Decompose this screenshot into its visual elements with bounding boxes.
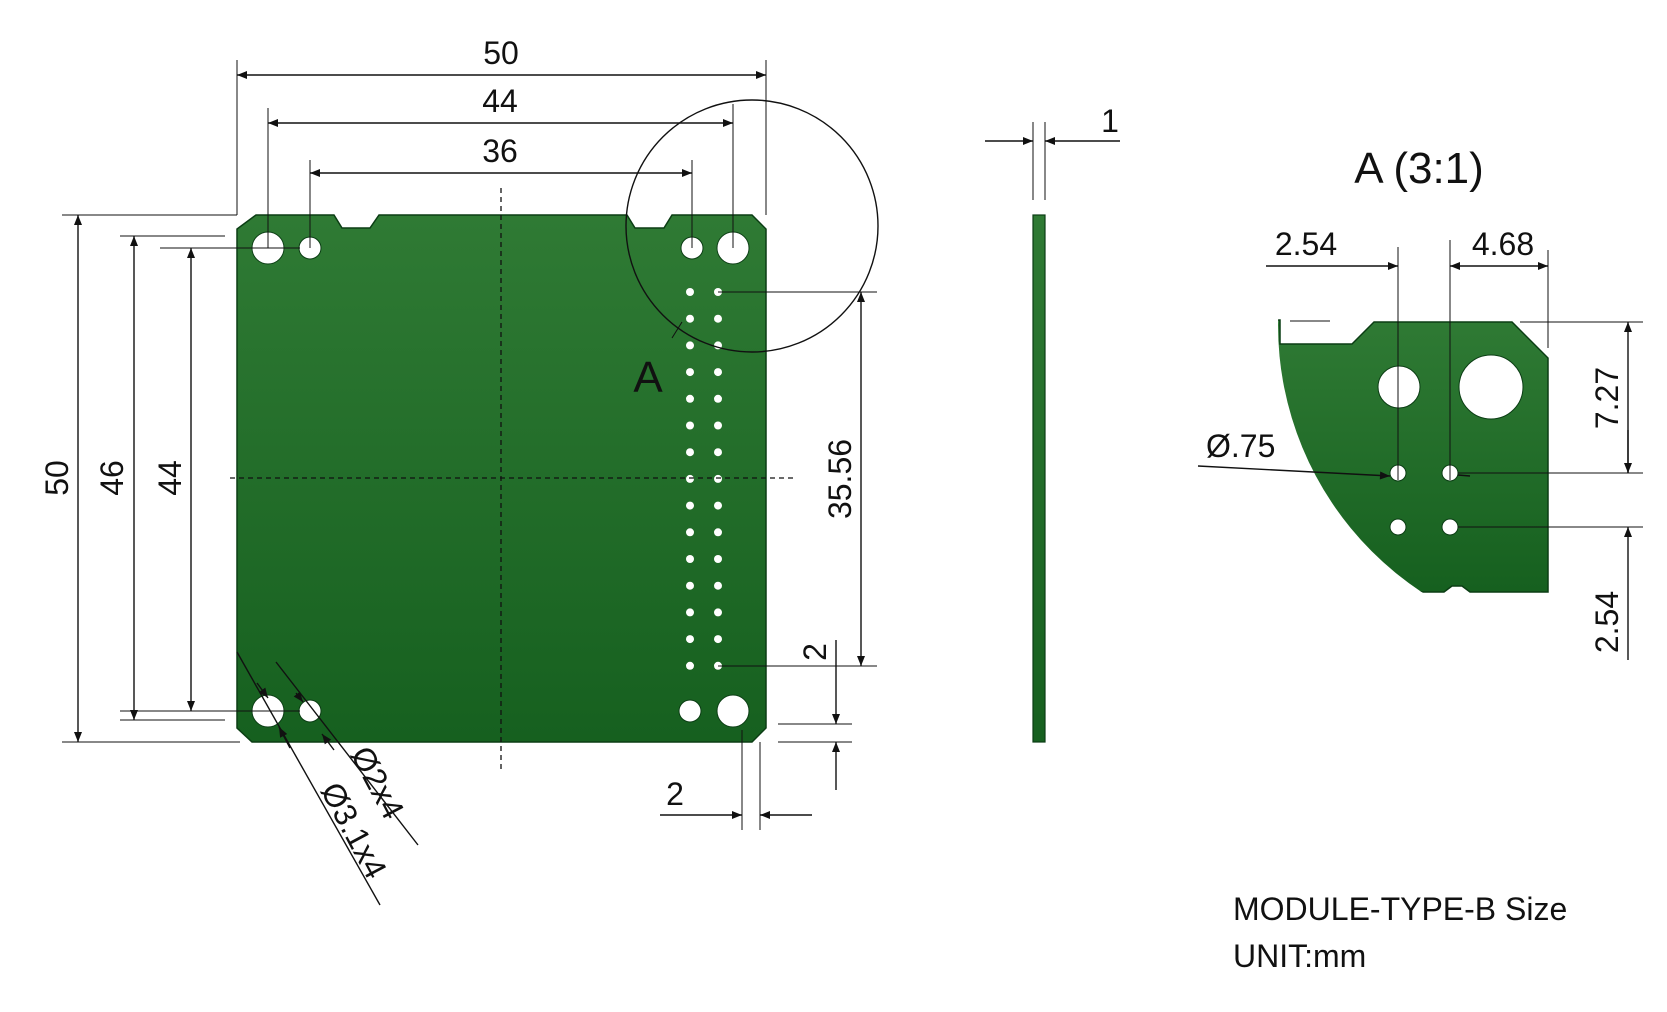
pin-hole [714, 608, 722, 617]
pin-hole [714, 528, 722, 537]
detail-holes [1377, 354, 1524, 536]
pin-hole [714, 394, 722, 403]
pin-hole [686, 501, 694, 510]
dim-7-27: 7.27 [1589, 367, 1625, 429]
dim-2-vertical: 2 [797, 643, 833, 661]
dim-width-50: 50 [483, 35, 519, 71]
dim-46: 46 [94, 460, 130, 496]
pin-hole [686, 581, 694, 590]
pin-hole [686, 635, 694, 644]
pin-header-holes [686, 288, 722, 670]
pin-hole [714, 448, 722, 457]
pin-hole [714, 555, 722, 563]
model-label: MODULE-TYPE-B Size [1233, 891, 1567, 927]
pin-hole [686, 394, 694, 403]
pin-hole [686, 448, 694, 457]
pin-hole [686, 421, 694, 430]
hole-small-br [678, 699, 702, 723]
unit-label: UNIT:mm [1233, 938, 1366, 974]
dim-thickness: 1 [1101, 103, 1119, 139]
pin-hole [714, 581, 722, 590]
detail-label-a: A [633, 353, 663, 402]
pin-hole [686, 288, 694, 296]
pin-hole [714, 501, 722, 510]
dim-36: 36 [482, 133, 518, 169]
top-view: 50 44 36 50 46 44 35.56 2 [39, 35, 879, 906]
dim-44-horizontal: 44 [482, 83, 518, 119]
detail-view: A (3:1) 2.54 4.68 7.27 2.54 [1197, 144, 1643, 660]
pin-hole [714, 421, 722, 430]
side-view: 1 [985, 103, 1120, 743]
pin-hole [686, 368, 694, 377]
dim-height-50: 50 [39, 460, 75, 496]
pin-hole [714, 314, 722, 323]
dim-2-54-top: 2.54 [1275, 226, 1337, 262]
pin-hole [686, 661, 694, 670]
pcb-side [1032, 214, 1046, 743]
pin-hole [686, 474, 694, 483]
detail-circle-a [625, 99, 879, 353]
pin-hole [714, 368, 722, 377]
pin-hole [686, 555, 694, 563]
dim-2-54-right: 2.54 [1589, 591, 1625, 653]
dim-4-68: 4.68 [1472, 226, 1534, 262]
pin-hole [686, 314, 694, 323]
pin-hole [686, 341, 694, 350]
pin-hole [686, 528, 694, 537]
dim-0-75: Ø.75 [1206, 428, 1275, 464]
pin-hole [686, 608, 694, 617]
detail-title: A (3:1) [1354, 144, 1484, 193]
dim-44-vertical: 44 [152, 460, 188, 496]
dim-2-horizontal: 2 [666, 776, 684, 812]
hole-small-bl [298, 699, 322, 723]
hole-large-br [716, 694, 750, 728]
dim-35-56: 35.56 [822, 439, 858, 519]
pin-hole [714, 635, 722, 644]
pin-hole [714, 474, 722, 483]
